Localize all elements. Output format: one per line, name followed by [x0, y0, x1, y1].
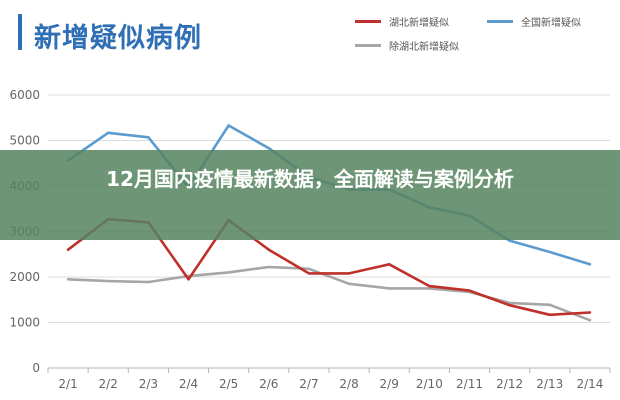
y-tick-label: 0: [32, 361, 40, 375]
data-point-s0: [468, 289, 471, 292]
data-point-s2: [588, 319, 592, 322]
data-point-s2: [508, 301, 511, 305]
y-tick-label: 5000: [9, 134, 40, 148]
x-tick-label: 2/10: [416, 377, 443, 391]
headline-text: 12月国内疫情最新数据，全面解读与案例分析: [106, 167, 514, 191]
x-tick-label: 2/13: [536, 377, 563, 391]
legend-label-excl-hubei: 除湖北新增疑似: [389, 42, 459, 53]
x-tick-label: 2/11: [456, 377, 483, 391]
data-point-s1: [508, 239, 511, 242]
x-tick-label: 2/9: [380, 377, 399, 391]
data-point-s2: [548, 303, 551, 306]
x-tick-label: 2/12: [496, 377, 523, 391]
headline-banner: [0, 150, 620, 240]
data-point-s2: [388, 287, 391, 290]
data-point-s0: [548, 313, 551, 316]
data-point-s1: [107, 131, 110, 134]
data-point-s2: [428, 287, 431, 290]
x-tick-label: 2/5: [219, 377, 238, 391]
data-point-s1: [548, 250, 551, 254]
data-point-s2: [227, 271, 230, 274]
data-point-s0: [347, 272, 351, 275]
data-point-s0: [187, 278, 190, 281]
data-point-s2: [107, 279, 110, 283]
legend-item-excl-hubei: 除湖北新增疑似: [355, 38, 459, 53]
x-tick-label: 2/3: [139, 377, 158, 391]
data-point-s1: [147, 136, 150, 139]
data-point-s0: [388, 263, 391, 266]
data-point-s0: [66, 248, 70, 251]
x-tick-label: 2/6: [259, 377, 278, 391]
legend-swatch-national: [487, 20, 513, 23]
data-point-s0: [508, 304, 511, 307]
data-point-s1: [588, 263, 592, 266]
y-tick-label: 6000: [9, 88, 40, 102]
legend-swatch-excl-hubei: [355, 44, 381, 47]
legend-label-national: 全国新增疑似: [521, 18, 581, 29]
x-tick-label: 2/14: [576, 377, 603, 391]
data-point-s2: [147, 280, 150, 284]
x-tick-label: 2/4: [179, 377, 198, 391]
legend-item-national: 全国新增疑似: [487, 14, 581, 29]
data-point-s2: [267, 265, 270, 269]
title-accent-bar: [18, 14, 22, 50]
data-point-s0: [307, 272, 311, 275]
y-tick-label: 2000: [9, 270, 40, 284]
legend-label-hubei: 湖北新增疑似: [389, 18, 449, 29]
data-point-s2: [347, 282, 351, 286]
data-point-s0: [588, 311, 592, 314]
data-point-s0: [428, 284, 431, 288]
legend-swatch-hubei: [355, 20, 381, 23]
x-tick-label: 2/1: [58, 377, 77, 391]
data-point-s1: [267, 147, 270, 150]
data-point-s2: [307, 267, 311, 271]
chart-title: 新增疑似病例: [34, 23, 202, 54]
x-tick-label: 2/8: [339, 377, 358, 391]
series-line-2: [66, 265, 592, 322]
legend-item-hubei: 湖北新增疑似: [355, 14, 449, 29]
x-tick-label: 2/7: [299, 377, 318, 391]
data-point-s1: [227, 124, 230, 127]
data-point-s0: [267, 248, 270, 251]
x-tick-label: 2/2: [99, 377, 118, 391]
y-tick-label: 1000: [9, 316, 40, 330]
data-point-s2: [66, 278, 70, 281]
